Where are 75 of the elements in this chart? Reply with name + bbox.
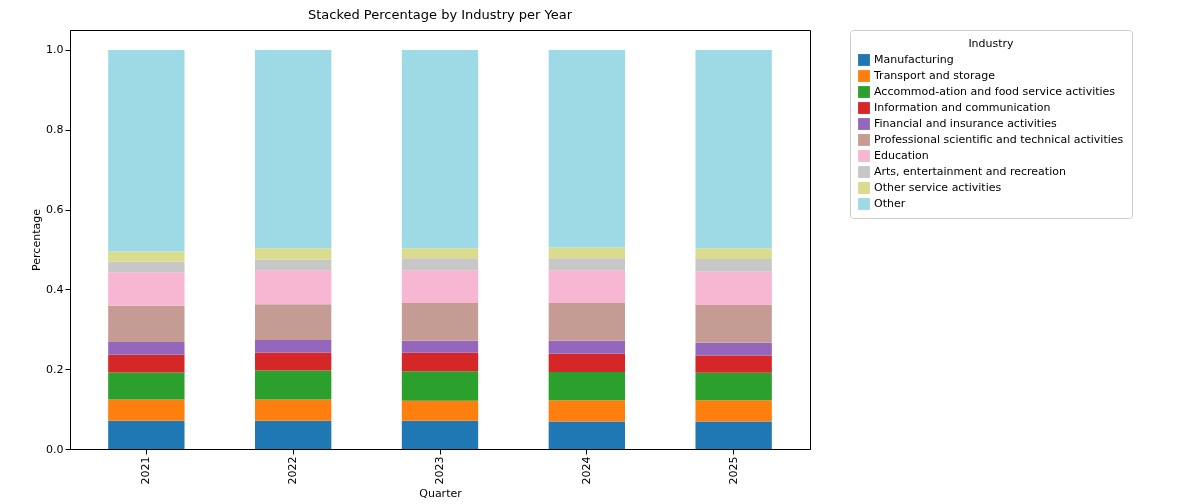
bar (108, 49, 185, 252)
bar (548, 270, 625, 303)
bar (695, 400, 772, 422)
bar (695, 342, 772, 356)
bar (548, 258, 625, 271)
y-tick-label: 0.0 (46, 442, 64, 456)
x-axis-title: Quarter (419, 487, 463, 501)
bar (695, 49, 772, 249)
bar (255, 352, 332, 371)
bar (255, 248, 332, 260)
bar (108, 354, 185, 373)
bar (108, 399, 185, 421)
legend-label: Professional scientific and technical activities (874, 133, 1124, 146)
bar (401, 258, 479, 271)
legend-label: Other service activities (874, 181, 1002, 194)
bar (401, 400, 479, 421)
bar (255, 304, 332, 341)
legend-label: Information and communication (874, 101, 1051, 114)
legend-label: Transport and storage (873, 69, 996, 82)
y-tick-label: 0.6 (46, 203, 64, 217)
bar (401, 248, 479, 259)
bar (695, 304, 772, 343)
legend-label: Manufacturing (874, 53, 954, 66)
bar (695, 355, 772, 373)
bar (401, 49, 479, 249)
bar (108, 372, 185, 400)
bar (548, 400, 625, 422)
x-tick-label: 2021 (139, 456, 153, 485)
bar (401, 340, 479, 353)
bar (255, 370, 332, 400)
y-tick-label: 0.4 (46, 282, 64, 296)
bar (548, 302, 625, 341)
legend-title: Industry (968, 37, 1015, 50)
bar (401, 420, 479, 449)
bar (108, 342, 185, 355)
bar (255, 49, 332, 249)
bar (255, 420, 332, 449)
x-tick-label: 2025 (726, 456, 740, 485)
bar (108, 420, 185, 449)
bar (695, 271, 772, 305)
bar (255, 340, 332, 353)
bar (548, 353, 625, 372)
bar (401, 352, 479, 372)
bar (108, 251, 185, 262)
bar (695, 259, 772, 272)
bar (695, 421, 772, 449)
legend-label: Education (874, 149, 929, 162)
bar (548, 371, 625, 401)
legend-label: Financial and insurance activities (874, 117, 1057, 130)
y-tick-label: 0.8 (46, 123, 64, 137)
bar (695, 372, 772, 401)
bar (108, 272, 185, 306)
y-tick-label: 1.0 (46, 43, 64, 57)
bar (255, 270, 332, 305)
x-tick-label: 2023 (433, 456, 446, 485)
chart-title: Stacked Percentage by Industry per Year (307, 6, 573, 22)
bar (255, 399, 332, 421)
bar (108, 261, 185, 273)
bar (548, 247, 625, 259)
bar (548, 49, 625, 248)
bar (548, 421, 625, 449)
x-tick-label: 2024 (579, 456, 593, 485)
bar (695, 248, 772, 260)
bar (548, 340, 625, 354)
legend-label: Arts, entertainment and recreation (874, 165, 1066, 178)
legend-label: Other (874, 197, 906, 210)
bar (401, 302, 479, 341)
bar (401, 371, 479, 401)
x-tick-label: 2022 (286, 456, 300, 485)
bar (108, 305, 185, 343)
legend-label: Accommod-ation and food service activities (874, 85, 1116, 98)
bar (255, 259, 332, 271)
bar (401, 270, 479, 303)
y-tick-label: 0.2 (46, 362, 64, 376)
y-axis-title: Percentage (30, 208, 44, 271)
